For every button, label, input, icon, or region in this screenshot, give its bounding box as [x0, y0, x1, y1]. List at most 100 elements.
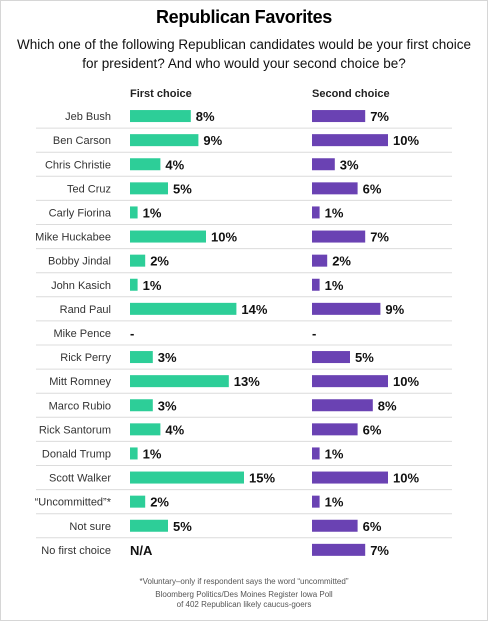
second-choice-bar: [312, 519, 358, 532]
second-choice-bar: [312, 447, 320, 460]
first-choice-value-label: 8%: [196, 109, 215, 124]
second-choice-bar: [312, 423, 358, 436]
second-choice-bar: [312, 158, 335, 171]
second-choice-value-label: 6%: [363, 422, 382, 437]
second-choice-value-label: 6%: [363, 519, 382, 534]
second-choice-bar: [312, 278, 320, 291]
second-choice-bar: [312, 254, 328, 267]
first-choice-bar: [130, 278, 138, 291]
category-label: Rick Perry: [60, 352, 111, 364]
first-choice-value-label: 4%: [165, 157, 184, 172]
first-choice-header: First choice: [130, 88, 192, 100]
second-choice-bar: [312, 543, 366, 556]
second-choice-value-label: 7%: [370, 230, 389, 245]
first-choice-bar: [130, 351, 153, 364]
second-choice-bar: [312, 230, 366, 243]
source-line-2: of 402 Republican likely caucus-goers: [176, 600, 312, 609]
first-choice-value-label: 5%: [173, 181, 192, 196]
second-choice-header: Second choice: [312, 88, 390, 100]
first-choice-bar: [130, 110, 191, 123]
second-choice-value-label: 6%: [363, 181, 382, 196]
category-label: John Kasich: [51, 280, 111, 292]
first-choice-bar: [130, 375, 229, 388]
first-choice-bar: [130, 495, 146, 508]
second-choice-value-label: 1%: [325, 205, 344, 220]
first-choice-value-label: 1%: [143, 205, 162, 220]
first-choice-value-label: N/A: [130, 543, 153, 558]
first-choice-bar: [130, 254, 146, 267]
subtitle-line-1: Which one of the following Republican ca…: [16, 37, 471, 52]
first-choice-bar: [130, 182, 168, 195]
chart-title: Republican Favorites: [155, 7, 333, 27]
first-choice-bar: [130, 471, 244, 484]
source-line-1: Bloomberg Politics/Des Moines Register I…: [155, 590, 333, 599]
first-choice-value-label: 1%: [143, 446, 162, 461]
first-choice-bar: [130, 230, 206, 243]
second-choice-value-label: 10%: [393, 471, 419, 486]
first-choice-value-label: 15%: [249, 471, 275, 486]
first-choice-value-label: 13%: [234, 374, 260, 389]
first-choice-value-label: 3%: [158, 398, 177, 413]
subtitle-line-2: for president? And who would your second…: [82, 56, 406, 71]
category-label: Mike Pence: [54, 328, 111, 340]
first-choice-value-label: 14%: [241, 302, 267, 317]
category-label: Ben Carson: [53, 135, 111, 147]
category-label: Carly Fiorina: [49, 207, 112, 219]
second-choice-value-label: 1%: [325, 495, 344, 510]
first-choice-bar: [130, 399, 153, 412]
second-choice-bar: [312, 375, 388, 388]
category-label: Mitt Romney: [49, 376, 111, 388]
second-choice-value-label: 3%: [340, 157, 359, 172]
second-choice-bar: [312, 110, 366, 123]
second-choice-value-label: 10%: [393, 374, 419, 389]
second-choice-value-label: -: [312, 326, 316, 341]
category-label: Bobby Jindal: [48, 256, 111, 268]
category-label: Not sure: [69, 521, 111, 533]
second-choice-value-label: 7%: [370, 109, 389, 124]
first-choice-value-label: 2%: [150, 495, 169, 510]
second-choice-value-label: 7%: [370, 543, 389, 558]
first-choice-bar: [130, 134, 199, 147]
second-choice-value-label: 5%: [355, 350, 374, 365]
first-choice-bar: [130, 206, 138, 219]
category-label: Rick Santorum: [39, 424, 111, 436]
first-choice-value-label: 10%: [211, 230, 237, 245]
second-choice-value-label: 8%: [378, 398, 397, 413]
second-choice-bar: [312, 302, 381, 315]
second-choice-bar: [312, 134, 388, 147]
first-choice-bar: [130, 519, 168, 532]
chart-subtitle: Which one of the following Republican ca…: [0, 35, 488, 73]
first-choice-value-label: 3%: [158, 350, 177, 365]
first-choice-value-label: 1%: [143, 278, 162, 293]
first-choice-value-label: 9%: [203, 133, 222, 148]
second-choice-value-label: 1%: [325, 446, 344, 461]
second-choice-bar: [312, 351, 350, 364]
second-choice-bar: [312, 206, 320, 219]
second-choice-bar: [312, 495, 320, 508]
category-label: Donald Trump: [42, 448, 111, 460]
first-choice-value-label: 5%: [173, 519, 192, 534]
second-choice-bar: [312, 182, 358, 195]
category-label: Chris Christie: [45, 159, 111, 171]
second-choice-bar: [312, 399, 373, 412]
category-label: Marco Rubio: [49, 400, 111, 412]
first-choice-bar: [130, 158, 161, 171]
footnote: *Voluntary–only if respondent says the w…: [139, 577, 349, 586]
category-label: Rand Paul: [60, 304, 111, 316]
category-label: “Uncommitted”*: [35, 497, 112, 509]
second-choice-bar: [312, 471, 388, 484]
first-choice-bar: [130, 447, 138, 460]
category-label: Mike Huckabee: [35, 232, 111, 244]
second-choice-value-label: 2%: [332, 254, 351, 269]
second-choice-value-label: 1%: [325, 278, 344, 293]
first-choice-bar: [130, 302, 237, 315]
second-choice-value-label: 9%: [385, 302, 404, 317]
first-choice-value-label: 4%: [165, 422, 184, 437]
category-label: No first choice: [41, 545, 111, 557]
category-label: Scott Walker: [49, 473, 111, 485]
first-choice-value-label: 2%: [150, 254, 169, 269]
category-label: Ted Cruz: [67, 183, 111, 195]
category-label: Jeb Bush: [65, 111, 111, 123]
first-choice-bar: [130, 423, 161, 436]
